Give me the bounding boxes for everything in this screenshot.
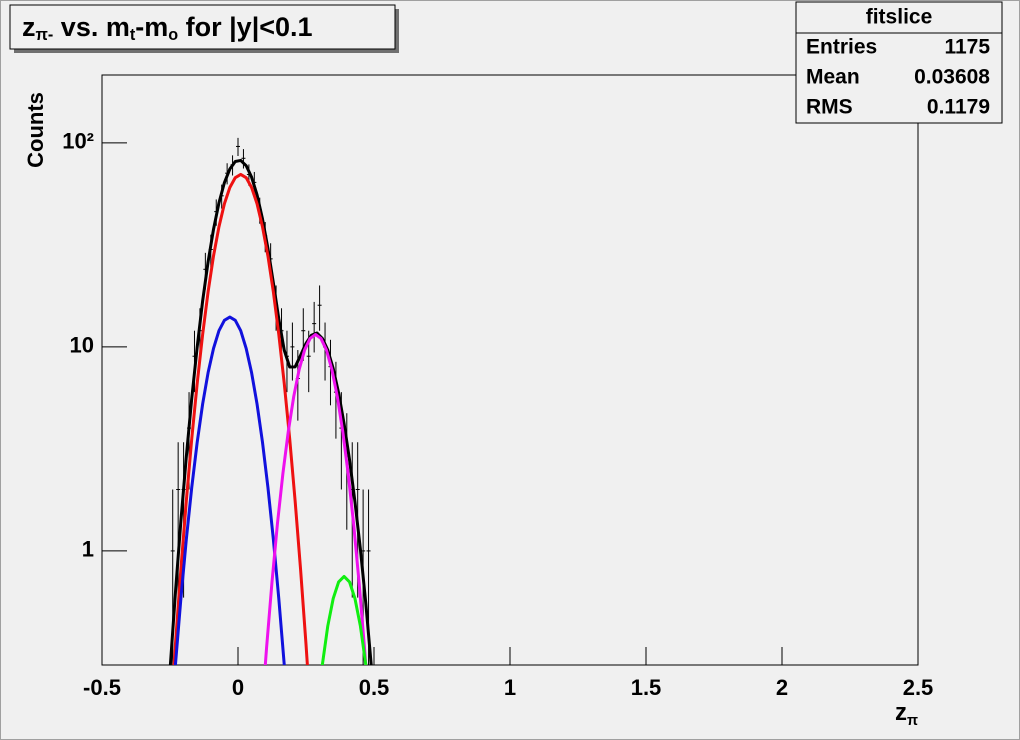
fit-curve [172,172,309,665]
y-axis-label: Counts [23,92,48,168]
y-tick-label: 10² [62,129,94,154]
x-axis-label: zπ [895,699,918,728]
y-tick-label: 10 [70,333,94,358]
fit-curve [263,332,368,665]
stats-value: 0.1179 [927,96,990,119]
stats-box [795,1,1003,124]
x-tick-label: 1 [504,675,516,700]
subscript: π [907,713,918,729]
subscript: π- [36,26,54,44]
stats-value: 1175 [944,36,990,59]
text-part: z [22,12,36,42]
text-part: for |y|<0.1 [178,12,312,42]
text-part: -m [135,12,168,42]
data-point [312,301,317,353]
fit-curve [320,574,368,665]
data-point [290,322,295,381]
plot-area [168,137,373,665]
stats-label: Entries [806,36,877,59]
text-part: vs. m [53,12,130,42]
data-point [236,137,240,156]
plot-frame [101,74,919,666]
x-tick-label: 1.5 [631,675,662,700]
fit-curve [173,315,286,665]
stats-value: 0.03608 [914,66,990,89]
stats-label: Mean [806,66,860,89]
x-tick-label: -0.5 [83,675,121,700]
stats-label: RMS [806,96,853,119]
chart-title: zπ- vs. mt-mo for |y|<0.1 [22,12,313,44]
data-point [317,285,322,331]
x-tick-label: 0.5 [359,675,390,700]
x-tick-label: 2 [776,675,788,700]
y-tick-label: 1 [82,537,94,562]
data-point [241,149,246,169]
stats-title: fitslice [866,6,933,29]
subscript: o [168,26,178,44]
text-part: z [895,699,907,726]
subscript: t [130,26,136,44]
title-box [9,4,396,50]
x-tick-label: 2.5 [903,675,934,700]
x-tick-label: 0 [232,675,244,700]
